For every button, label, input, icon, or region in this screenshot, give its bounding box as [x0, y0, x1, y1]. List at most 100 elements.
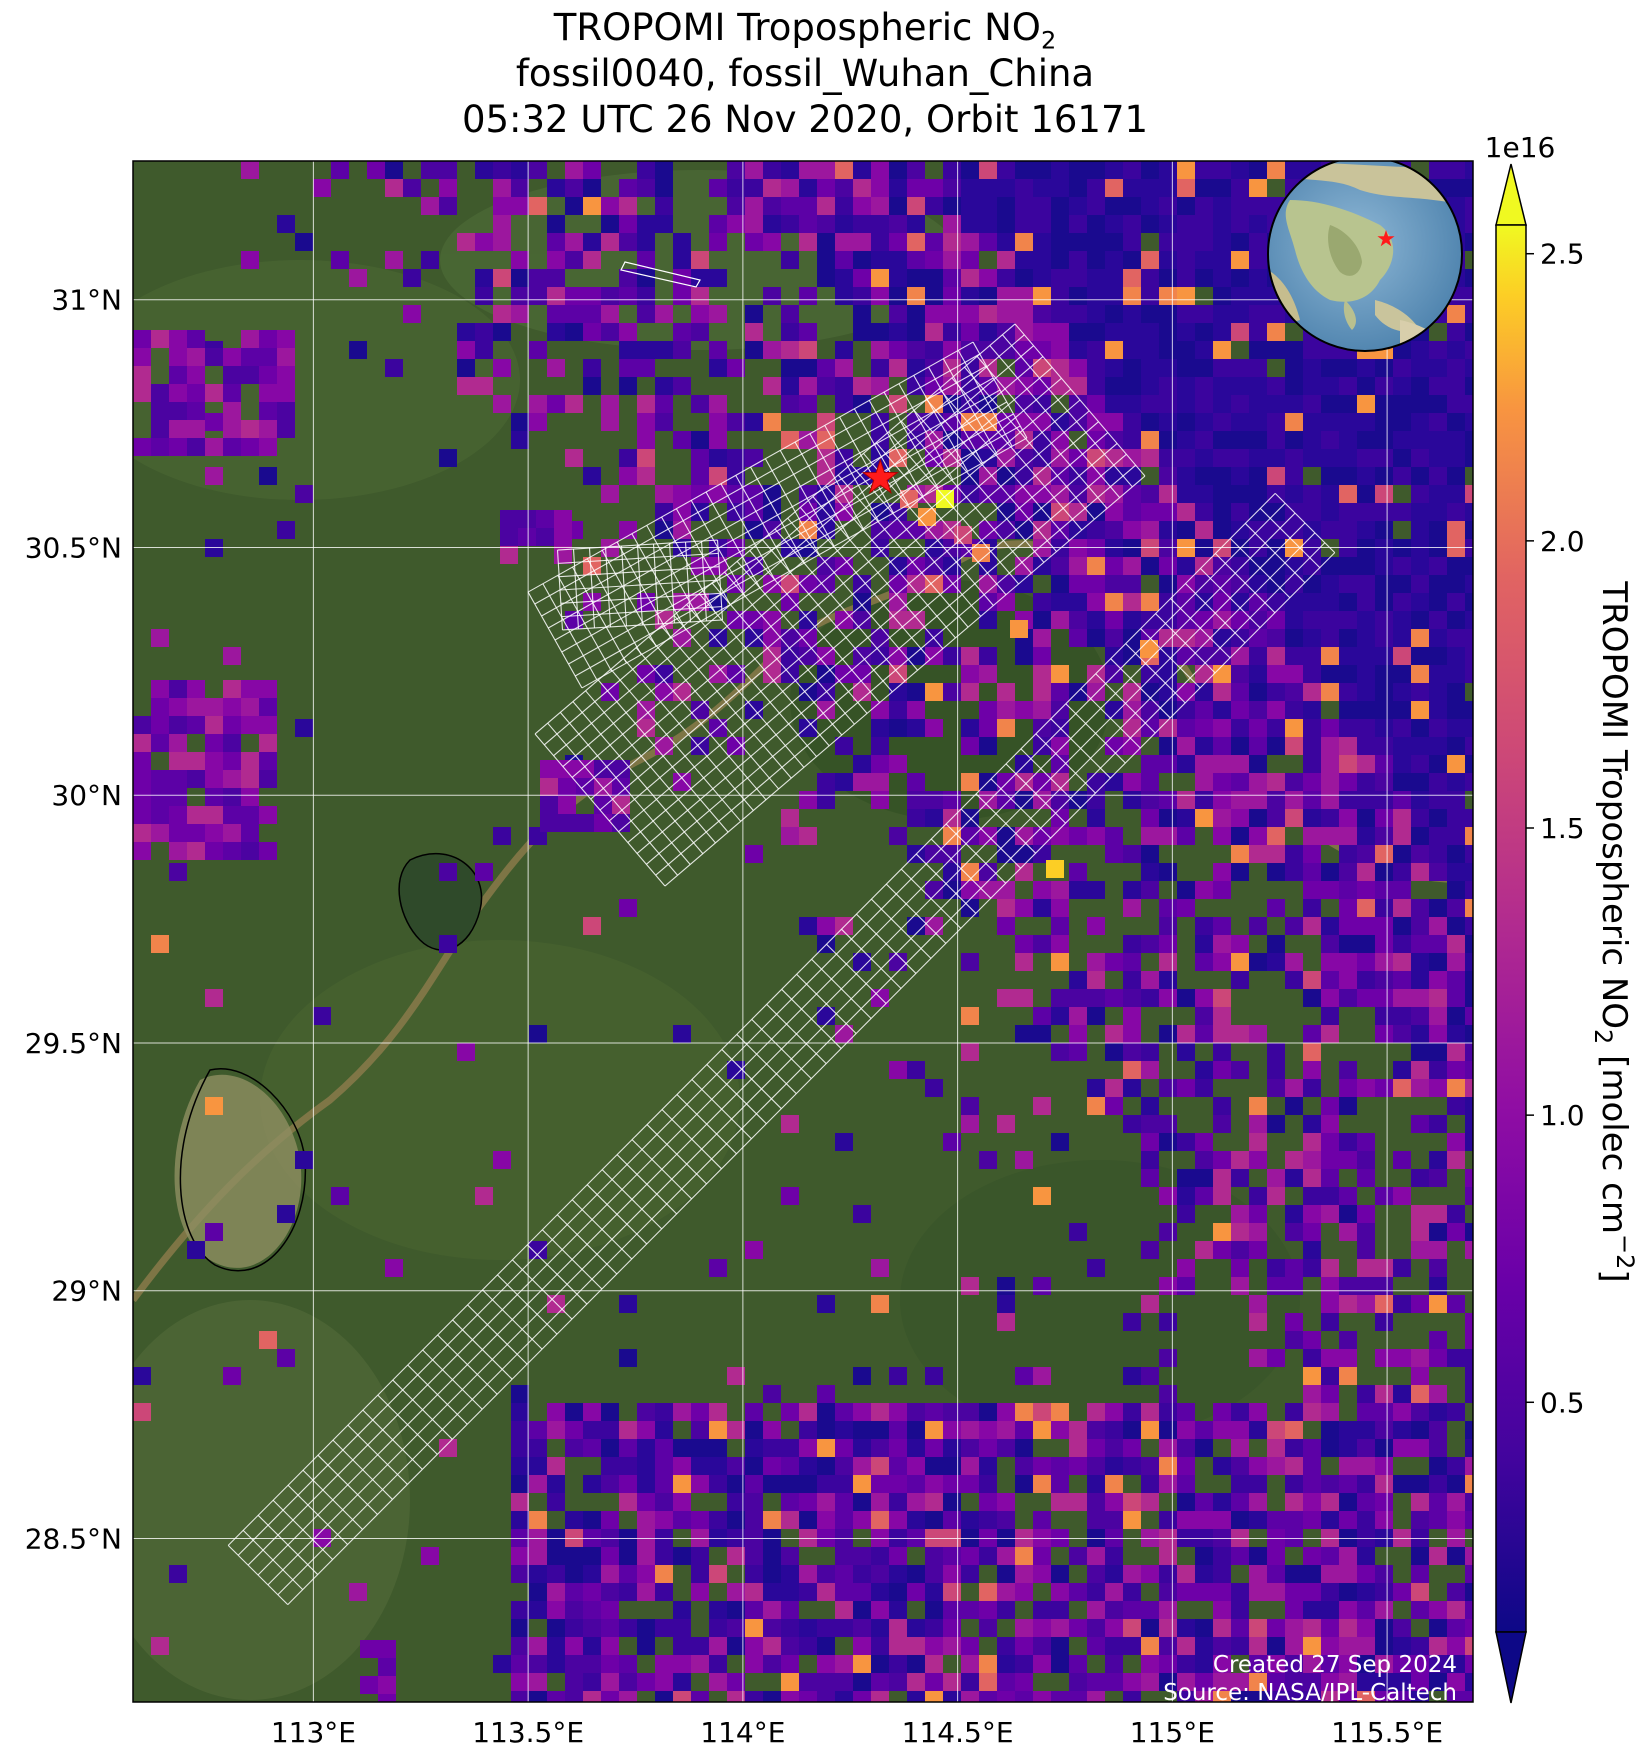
no2-pixel [1465, 377, 1473, 395]
no2-pixel [619, 197, 637, 215]
no2-pixel [1195, 377, 1213, 395]
no2-pixel [1231, 503, 1249, 521]
no2-pixel [1321, 1493, 1339, 1511]
no2-pixel [1231, 1493, 1249, 1511]
no2-pixel [529, 1601, 547, 1619]
no2-pixel [1015, 179, 1033, 197]
no2-pixel [961, 377, 979, 395]
no2-pixel [1429, 701, 1447, 719]
no2-pixel [1375, 1187, 1393, 1205]
no2-pixel [1285, 521, 1303, 539]
no2-pixel [1051, 1583, 1069, 1601]
no2-pixel [439, 449, 457, 467]
no2-pixel [169, 734, 187, 752]
no2-pixel [1447, 881, 1465, 899]
no2-pixel [1411, 1601, 1429, 1619]
no2-pixel [1105, 1655, 1123, 1673]
no2-pixel [1249, 161, 1267, 179]
no2-pixel [709, 395, 727, 413]
no2-pixel [1123, 377, 1141, 395]
no2-pixel [169, 770, 187, 788]
no2-pixel [1375, 1691, 1393, 1702]
no2-pixel [1411, 1025, 1429, 1043]
no2-pixel [1069, 359, 1087, 377]
no2-pixel [907, 359, 925, 377]
no2-pixel [1105, 179, 1123, 197]
no2-pixel [1285, 449, 1303, 467]
no2-pixel [835, 1025, 853, 1043]
no2-pixel [457, 359, 475, 377]
no2-pixel [1177, 323, 1195, 341]
y-tick-label: 30.5°N [25, 531, 122, 564]
no2-pixel [1429, 899, 1447, 917]
no2-pixel [1285, 1601, 1303, 1619]
no2-pixel [223, 716, 241, 734]
no2-pixel [475, 341, 493, 359]
no2-pixel [709, 341, 727, 359]
no2-pixel [781, 809, 799, 827]
no2-pixel [637, 1547, 655, 1565]
no2-pixel [1339, 467, 1357, 485]
no2-pixel [241, 842, 259, 860]
no2-pixel [205, 842, 223, 860]
no2-pixel [187, 842, 205, 860]
no2-pixel [1357, 1403, 1375, 1421]
no2-pixel [1393, 1655, 1411, 1673]
no2-pixel [529, 1547, 547, 1565]
no2-pixel [907, 791, 925, 809]
no2-pixel [151, 698, 169, 716]
no2-pixel [1465, 809, 1473, 827]
no2-pixel [871, 1691, 889, 1702]
no2-pixel [925, 1655, 943, 1673]
no2-pixel [1357, 1475, 1375, 1493]
no2-pixel [1087, 1259, 1105, 1277]
no2-pixel [187, 806, 205, 824]
no2-pixel [637, 1583, 655, 1601]
no2-pixel [1141, 359, 1159, 377]
no2-pixel [1087, 161, 1105, 179]
no2-pixel [1393, 413, 1411, 431]
no2-pixel [637, 665, 655, 683]
no2-pixel [1069, 1223, 1087, 1241]
no2-pixel [1393, 989, 1411, 1007]
no2-pixel [1213, 1457, 1231, 1475]
no2-pixel [1357, 791, 1375, 809]
no2-pixel [1249, 1475, 1267, 1493]
no2-pixel [709, 1511, 727, 1529]
no2-pixel [1213, 791, 1231, 809]
no2-pixel [1015, 197, 1033, 215]
no2-pixel [727, 161, 745, 179]
no2-pixel [1339, 1565, 1357, 1583]
no2-pixel [1321, 935, 1339, 953]
no2-pixel [1411, 1043, 1429, 1061]
no2-pixel [1087, 1079, 1105, 1097]
no2-pixel [133, 824, 151, 842]
no2-pixel [565, 1565, 583, 1583]
no2-pixel [1357, 1565, 1375, 1583]
no2-pixel [1033, 1691, 1051, 1702]
no2-pixel [1069, 1493, 1087, 1511]
no2-pixel [799, 341, 817, 359]
no2-pixel [835, 1439, 853, 1457]
no2-pixel [540, 796, 558, 814]
no2-pixel [1267, 1277, 1285, 1295]
no2-pixel [169, 1565, 187, 1583]
no2-pixel [1321, 719, 1339, 737]
no2-pixel [817, 1295, 835, 1313]
no2-pixel [1069, 377, 1087, 395]
no2-pixel [691, 1439, 709, 1457]
no2-pixel [1339, 557, 1357, 575]
no2-pixel [889, 557, 907, 575]
no2-pixel [1105, 1457, 1123, 1475]
no2-pixel [1465, 521, 1473, 539]
no2-pixel [1249, 1205, 1267, 1223]
no2-pixel [1447, 971, 1465, 989]
no2-pixel [1375, 1385, 1393, 1403]
no2-pixel [1177, 233, 1195, 251]
no2-pixel [745, 611, 763, 629]
no2-pixel [1411, 1691, 1429, 1702]
no2-pixel [1267, 1439, 1285, 1457]
no2-pixel [1159, 1385, 1177, 1403]
no2-pixel [745, 305, 763, 323]
no2-pixel [1069, 197, 1087, 215]
